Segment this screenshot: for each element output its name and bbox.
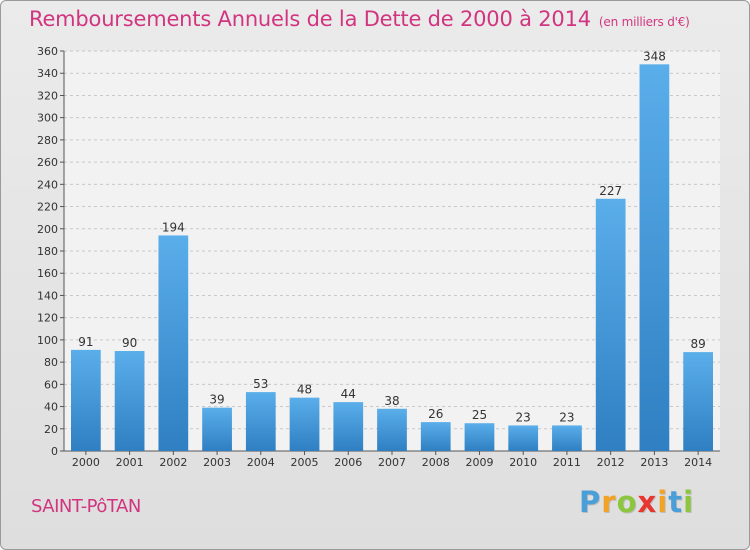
- bar: [683, 352, 714, 451]
- bar-value-label: 227: [599, 184, 622, 198]
- bar: [639, 64, 670, 452]
- x-tick-label: 2002: [159, 456, 187, 469]
- bar-value-label: 348: [643, 49, 666, 63]
- y-tick-label: 220: [37, 201, 58, 214]
- y-tick-label: 160: [37, 267, 58, 280]
- x-tick-label: 2008: [422, 456, 450, 469]
- y-tick-label: 200: [37, 223, 58, 236]
- bar: [552, 425, 582, 451]
- bar-value-label: 53: [253, 377, 268, 391]
- bar: [595, 198, 626, 451]
- logo-letter: x: [637, 485, 658, 519]
- y-tick-label: 20: [44, 423, 58, 436]
- logo-letter: P: [579, 485, 602, 519]
- x-tick-label: 2010: [509, 456, 537, 469]
- logo-letter: t: [668, 485, 684, 519]
- bar: [245, 392, 276, 451]
- logo-letter: i: [657, 485, 669, 519]
- bar-value-label: 38: [384, 394, 399, 408]
- y-tick-label: 300: [37, 112, 58, 125]
- y-tick-label: 120: [37, 312, 58, 325]
- bar-value-label: 194: [162, 220, 185, 234]
- y-tick-label: 60: [44, 378, 58, 391]
- x-tick-label: 2009: [465, 456, 493, 469]
- x-tick-label: 2001: [116, 456, 144, 469]
- x-tick-label: 2007: [378, 456, 406, 469]
- y-tick-label: 40: [44, 401, 58, 414]
- logo-letter: r: [601, 485, 617, 519]
- bar: [420, 422, 451, 451]
- y-tick-label: 360: [37, 45, 58, 58]
- bar-value-label: 26: [428, 407, 443, 421]
- chart-title: Remboursements Annuels de la Dette de 20…: [29, 7, 690, 31]
- bar: [114, 351, 145, 451]
- logo-letter: o: [616, 485, 638, 519]
- chart-unit: (en milliers d'€): [598, 15, 690, 29]
- bar-value-label: 89: [690, 337, 705, 351]
- y-tick-label: 0: [51, 445, 58, 458]
- y-tick-label: 340: [37, 67, 58, 80]
- y-tick-label: 180: [37, 245, 58, 258]
- y-tick-label: 80: [44, 356, 58, 369]
- y-tick-label: 280: [37, 134, 58, 147]
- x-tick-label: 2012: [597, 456, 625, 469]
- x-tick-label: 2000: [72, 456, 100, 469]
- proxiti-logo: Proxiti: [579, 485, 694, 519]
- bar-value-label: 48: [297, 383, 312, 397]
- bar: [70, 349, 101, 451]
- y-tick-label: 260: [37, 156, 58, 169]
- bar: [464, 423, 495, 451]
- bar: [508, 425, 539, 451]
- location-label: SAINT-PôTAN: [31, 496, 141, 517]
- x-tick-label: 2013: [640, 456, 668, 469]
- bar-value-label: 44: [341, 387, 356, 401]
- y-tick-label: 100: [37, 334, 58, 347]
- bar: [333, 402, 364, 451]
- logo-letter: i: [683, 485, 695, 519]
- x-tick-label: 2006: [334, 456, 362, 469]
- chart-title-text: Remboursements Annuels de la Dette de 20…: [29, 7, 591, 31]
- bar: [202, 407, 232, 451]
- x-tick-label: 2014: [684, 456, 712, 469]
- y-tick-label: 140: [37, 289, 58, 302]
- x-tick-label: 2003: [203, 456, 231, 469]
- y-tick-label: 240: [37, 178, 58, 191]
- bar-value-label: 90: [122, 336, 137, 350]
- bar-value-label: 25: [472, 408, 487, 422]
- bar: [158, 235, 189, 451]
- bar-value-label: 23: [516, 410, 531, 424]
- y-tick-label: 320: [37, 89, 58, 102]
- bar: [377, 408, 407, 451]
- bar-value-label: 91: [78, 335, 93, 349]
- bar-value-label: 23: [559, 410, 574, 424]
- x-tick-label: 2011: [553, 456, 581, 469]
- bar-value-label: 39: [209, 393, 224, 407]
- bar: [289, 397, 320, 451]
- x-tick-label: 2004: [247, 456, 275, 469]
- x-tick-label: 2005: [291, 456, 319, 469]
